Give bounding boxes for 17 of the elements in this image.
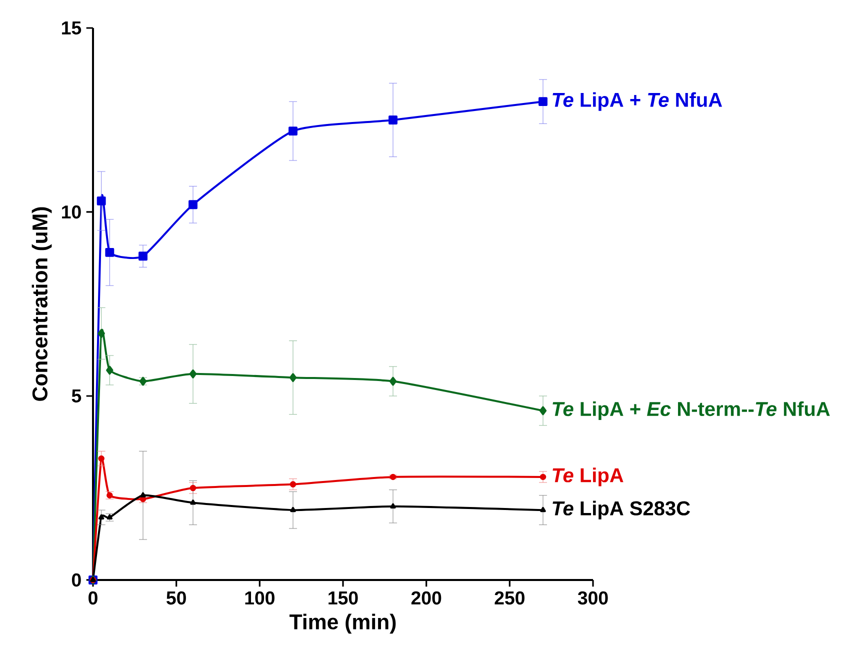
x-axis-title: Time (min) (290, 614, 396, 634)
x-tick-label: 200 (411, 591, 442, 605)
x-tick-label: 50 (166, 591, 186, 605)
y-tick-label: 10 (62, 205, 81, 219)
x-tick-label: 0 (88, 591, 98, 605)
series-label: Te LipA S283C (552, 500, 690, 520)
series-label: Te LipA + Te NfuA (552, 92, 722, 111)
y-tick-label: 5 (72, 389, 82, 403)
y-axis-title: Concentration (uM) (32, 207, 52, 401)
series-label: Te LipA (552, 468, 624, 486)
x-tick-label: 150 (328, 591, 358, 605)
x-tick-label: 300 (578, 591, 608, 605)
y-tick-label: 15 (62, 21, 82, 35)
y-tick-label: 0 (72, 573, 81, 587)
series-label: Te LipA + Ec N-term--Te NfuA (552, 401, 830, 420)
x-tick-label: 250 (494, 591, 524, 605)
x-tick-label: 100 (245, 591, 274, 605)
